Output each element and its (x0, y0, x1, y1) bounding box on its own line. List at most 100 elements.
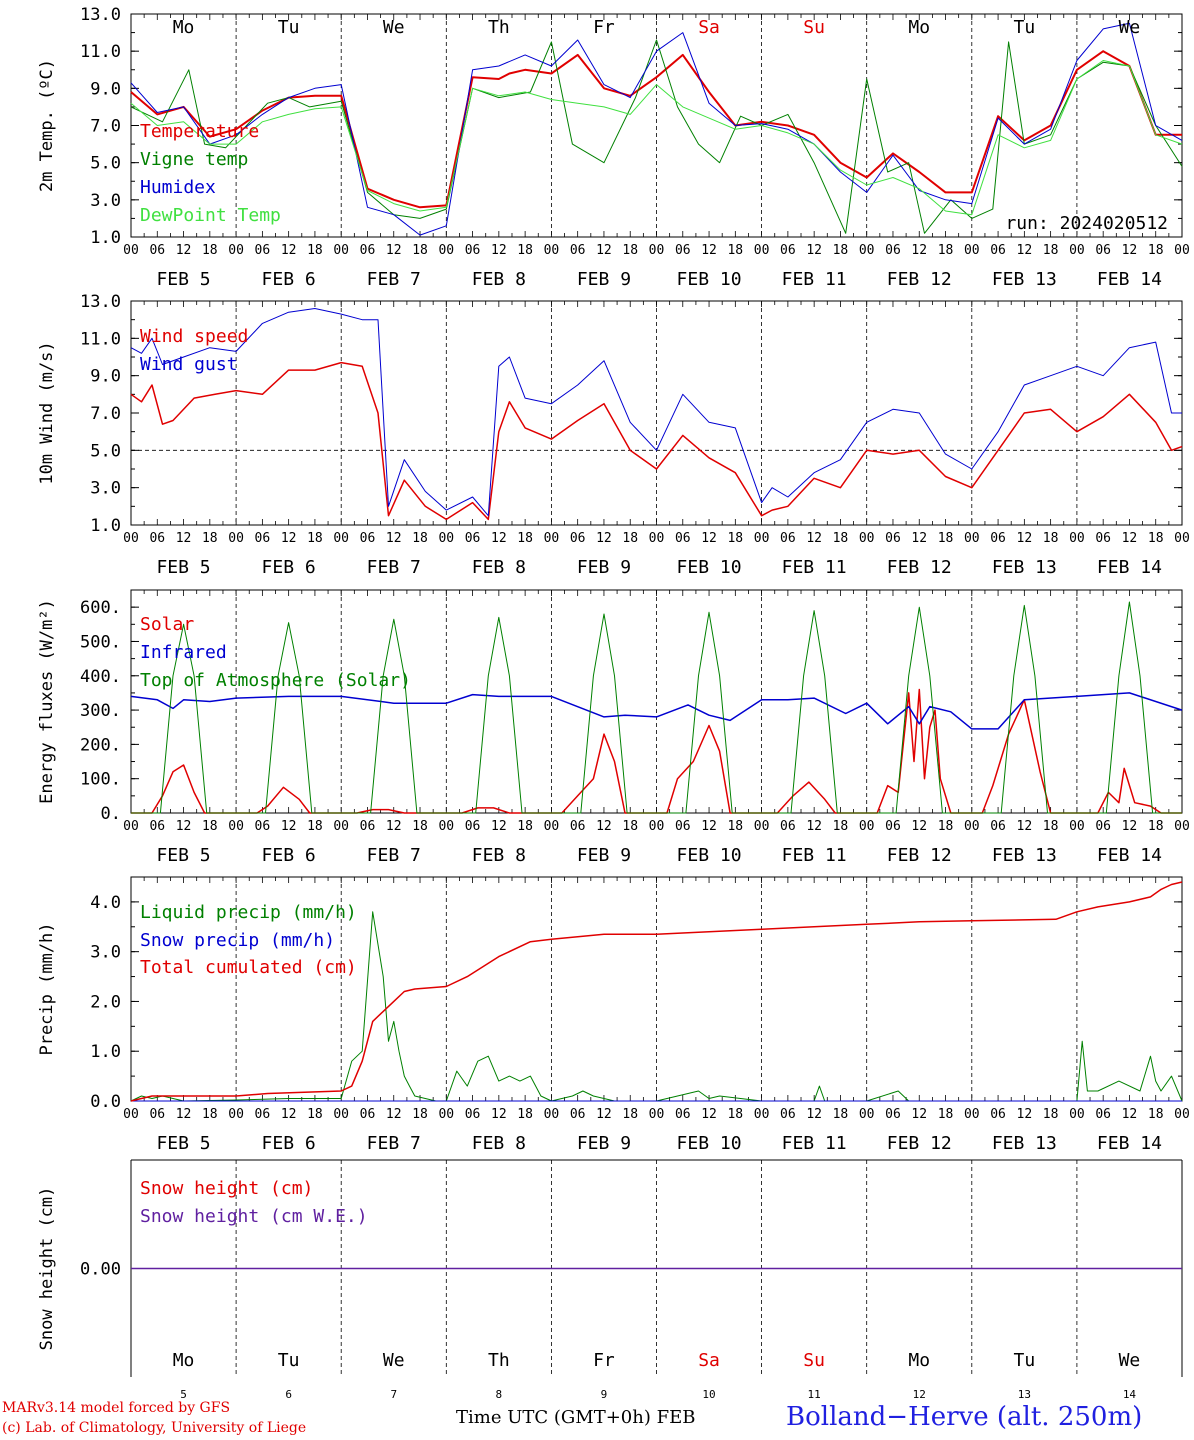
hour-tick-label: 18 (1148, 819, 1164, 834)
date-label: FEB 14 (1097, 845, 1162, 866)
hour-tick-label: 00 (649, 1107, 665, 1122)
hour-tick-label: 12 (1122, 1107, 1138, 1122)
hour-tick-label: 00 (228, 531, 244, 546)
legend-entry: Vigne temp (140, 149, 248, 170)
date-label: FEB 13 (992, 557, 1057, 578)
y-tick-label: 500. (80, 632, 121, 652)
date-label: FEB 14 (1097, 557, 1162, 578)
hour-tick-label: 12 (1122, 243, 1138, 258)
hour-tick-label: 06 (675, 1107, 691, 1122)
hour-tick-label: 12 (281, 531, 297, 546)
hour-tick-label: 06 (990, 819, 1006, 834)
hour-tick-label: 00 (1069, 819, 1085, 834)
series-line-1 (130, 50, 1182, 209)
hour-tick-label: 06 (149, 1107, 165, 1122)
y-tick-label: 5.0 (90, 154, 121, 174)
day-number: 5 (180, 1388, 187, 1401)
weekday-label-bottom: Su (803, 1350, 825, 1371)
hour-tick-label: 12 (281, 819, 297, 834)
hour-tick-label: 00 (649, 531, 665, 546)
hour-tick-label: 06 (885, 243, 901, 258)
y-tick-label: 0.00 (80, 1260, 121, 1280)
hour-tick-label: 06 (990, 243, 1006, 258)
hour-tick-label: 06 (570, 819, 586, 834)
hour-tick-label: 12 (176, 1107, 192, 1122)
date-label: FEB 11 (782, 845, 847, 866)
hour-tick-label: 00 (123, 531, 139, 546)
hour-tick-label: 12 (386, 531, 402, 546)
date-label: FEB 10 (677, 845, 742, 866)
weekday-label: Mo (908, 17, 930, 38)
y-tick-label: 13.0 (80, 292, 121, 312)
hour-tick-label: 18 (307, 819, 323, 834)
hour-tick-label: 12 (596, 1107, 612, 1122)
date-label: FEB 7 (367, 1133, 421, 1154)
hour-tick-label: 18 (727, 1107, 743, 1122)
hour-tick-label: 12 (386, 819, 402, 834)
hour-tick-label: 12 (1017, 819, 1033, 834)
hour-tick-label: 12 (701, 531, 717, 546)
hour-tick-label: 12 (596, 243, 612, 258)
hour-tick-label: 12 (491, 819, 507, 834)
hour-tick-label: 18 (727, 531, 743, 546)
legend-entry: Infrared (140, 642, 227, 663)
hour-tick-label: 12 (281, 1107, 297, 1122)
hour-tick-label: 00 (333, 819, 349, 834)
hour-tick-label: 12 (176, 243, 192, 258)
y-tick-label: 200. (80, 735, 121, 755)
weekday-label: Th (488, 17, 510, 38)
hour-tick-label: 06 (1095, 1107, 1111, 1122)
date-label: FEB 9 (577, 1133, 631, 1154)
date-label: FEB 9 (577, 557, 631, 578)
date-label: FEB 9 (577, 845, 631, 866)
series-line-4 (130, 60, 1183, 216)
date-label: FEB 8 (472, 557, 526, 578)
hour-tick-label: 18 (202, 531, 218, 546)
weekday-label: Fr (593, 17, 615, 38)
hour-tick-label: 00 (964, 1107, 980, 1122)
hour-tick-label: 06 (149, 243, 165, 258)
hour-tick-label: 00 (544, 1107, 560, 1122)
hour-tick-label: 12 (281, 243, 297, 258)
hour-tick-label: 06 (149, 819, 165, 834)
hour-tick-label: 00 (544, 819, 560, 834)
hour-tick-label: 12 (806, 819, 822, 834)
weekday-label: Sa (698, 17, 720, 38)
date-label: FEB 10 (677, 1133, 742, 1154)
hour-tick-label: 00 (964, 243, 980, 258)
hour-tick-label: 12 (596, 819, 612, 834)
day-number: 11 (808, 1388, 821, 1401)
weekday-label: Su (803, 17, 825, 38)
hour-tick-label: 06 (675, 819, 691, 834)
hour-tick-label: 12 (701, 1107, 717, 1122)
hour-tick-label: 06 (360, 243, 376, 258)
date-label: FEB 8 (472, 269, 526, 290)
date-label: FEB 6 (262, 845, 316, 866)
hour-tick-label: 06 (255, 1107, 271, 1122)
hour-tick-label: 00 (228, 1107, 244, 1122)
hour-tick-label: 18 (1148, 531, 1164, 546)
hour-tick-label: 00 (1174, 531, 1190, 546)
weekday-label: We (1119, 17, 1141, 38)
day-number: 14 (1123, 1388, 1137, 1401)
hour-tick-label: 06 (780, 1107, 796, 1122)
hour-tick-label: 06 (885, 531, 901, 546)
lab-credit: (c) Lab. of Climatology, University of L… (2, 1420, 307, 1436)
date-label: FEB 5 (156, 269, 210, 290)
hour-tick-label: 06 (465, 531, 481, 546)
weekday-label-bottom: Tu (1014, 1350, 1036, 1371)
weekday-label: We (383, 17, 405, 38)
date-label: FEB 6 (262, 269, 316, 290)
hour-tick-label: 18 (622, 1107, 638, 1122)
day-number: 10 (702, 1388, 715, 1401)
hour-tick-label: 00 (649, 243, 665, 258)
hour-tick-label: 06 (255, 819, 271, 834)
y-axis-label: Precip (mm/h) (37, 922, 57, 1055)
hour-tick-label: 00 (859, 1107, 875, 1122)
hour-tick-label: 18 (938, 531, 954, 546)
date-label: FEB 13 (992, 845, 1057, 866)
y-tick-label: 5.0 (90, 441, 121, 461)
series-line-2 (130, 692, 1183, 730)
hour-tick-label: 18 (833, 819, 849, 834)
series-line-1 (131, 688, 1182, 814)
